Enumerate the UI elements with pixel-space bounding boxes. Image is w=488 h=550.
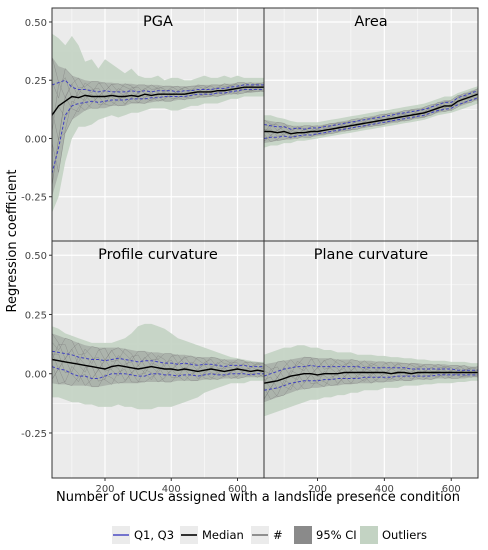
panel-pga: PGA [51,8,265,241]
q3-line [263,90,479,130]
x-tick-label: 600 [228,484,247,495]
legend-label: 95% CI [316,528,357,542]
legend-key-outliers [360,526,378,544]
sample-line [263,97,479,142]
sample-line [52,353,265,380]
sample-line [51,88,265,173]
gridlines [264,8,478,241]
y-tick-label: -0.25 [21,429,47,440]
panel-title: PGA [143,14,173,30]
plot-frame [51,7,479,479]
panel-title: Profile curvature [98,247,218,263]
legend-label: Q1, Q3 [134,528,174,542]
facet-panels: PGA Area Profile curvature Plane curvature [51,8,479,478]
legend-item-quart: Q1, Q3 [112,526,174,544]
legend-item-out: Outliers [360,526,427,544]
x-tick-label: 200 [95,484,114,495]
y-tick-label: 0.25 [25,76,47,87]
q3-line [263,364,478,377]
panel-profile-curvature: Profile curvature [51,241,265,478]
panel-plane-curvature: Plane curvature [263,241,479,478]
q3-line [51,79,264,93]
axes: -0.25 0.00 0.25 0.50 -0.25 0.00 0.25 0.50 200 400… [21,7,479,495]
legend-label: Outliers [382,528,427,542]
legend-item-median: Median [180,526,244,544]
x-tick-label: 200 [308,484,327,495]
x-tick-label: 400 [162,484,181,495]
legend: Q1, Q3 Median #95% CI Outliers [112,526,427,544]
q1-line [51,89,264,174]
panel-title: Plane curvature [314,247,428,263]
legend-item-sample: # [251,526,283,544]
legend-label: # [273,528,283,542]
q1-line [51,366,264,379]
x-tick-label: 600 [442,484,461,495]
sample-line [263,356,479,375]
sample-line [51,68,265,99]
ci-band [264,88,478,144]
sample-line [263,367,479,389]
median-line [51,86,264,116]
legend-label: Median [202,528,244,542]
y-tick-label: 0.50 [25,251,47,262]
median-line [264,93,479,135]
x-tick-label: 400 [375,484,394,495]
sample-line [51,337,265,367]
q1-line [263,97,479,139]
legend-key-ci [294,526,312,544]
x-axis-label: Number of UCUs assigned with a landslide… [56,490,460,505]
legend-item-ci: 95% CI [294,526,357,544]
y-tick-label: -0.25 [21,193,47,204]
y-tick-label: 0.50 [25,18,47,29]
ci-band [52,333,264,387]
sample-line [51,357,265,383]
sample-line [263,372,479,400]
outliers-band [264,345,478,417]
q3-line [51,350,264,368]
ci-band [264,357,478,403]
y-tick-label: 0.25 [25,310,47,321]
y-axis-label: Regression coefficient [5,170,20,313]
outliers-band [52,33,264,213]
y-tick-label: 0.00 [25,134,47,145]
panel-title: Area [354,14,387,30]
q1-line [263,374,478,391]
outliers-band [52,323,264,410]
sample-line [51,363,265,386]
median-line [51,358,265,373]
median-line [263,371,478,384]
y-tick-label: 0.00 [25,370,47,381]
panel-area: Area [263,8,479,241]
